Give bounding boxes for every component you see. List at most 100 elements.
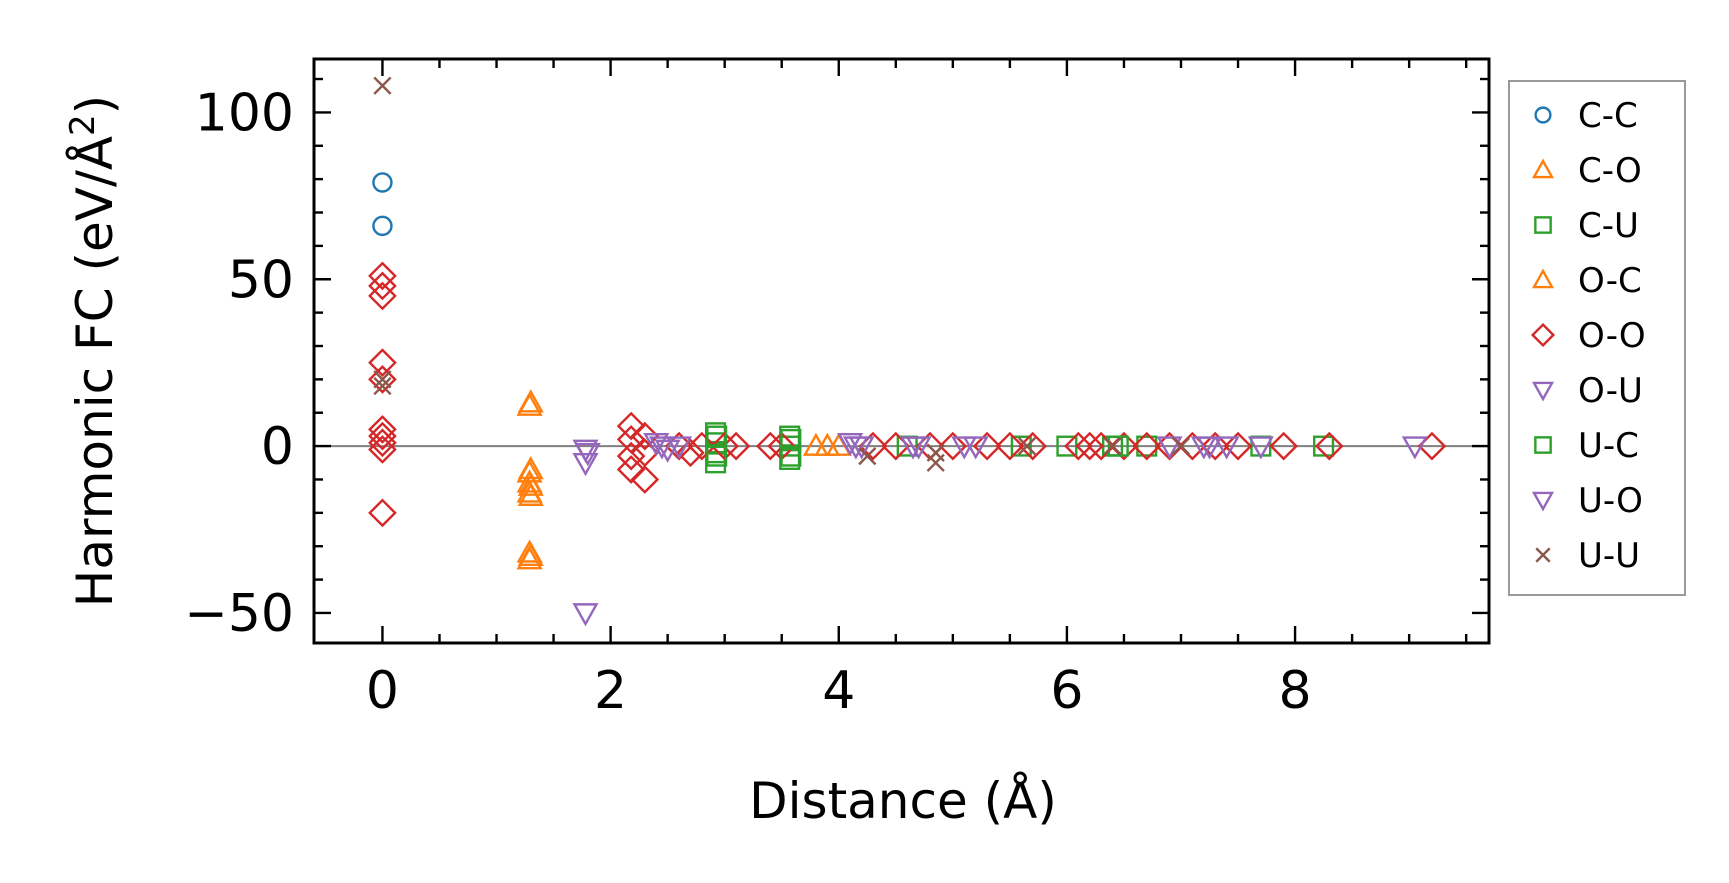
data-point-o-o	[721, 431, 751, 461]
legend-label-c-o: C-O	[1578, 151, 1642, 191]
legend-label-u-u: U-U	[1578, 536, 1640, 576]
data-point-o-u	[654, 439, 681, 463]
legend-marker-o-c	[1531, 268, 1555, 289]
data-point-o-o	[368, 415, 397, 444]
data-point-o-o	[687, 431, 717, 461]
data-point-o-o	[1063, 431, 1093, 461]
data-point-c-u	[1313, 435, 1335, 457]
data-point-u-u	[373, 376, 392, 396]
data-point-u-c	[780, 445, 802, 467]
data-point-o-c	[517, 542, 544, 567]
legend-label-c-u: C-U	[1578, 206, 1639, 246]
legend-marker-u-c	[1534, 436, 1552, 454]
data-point-u-c	[1107, 435, 1129, 457]
data-point-o-o	[368, 261, 397, 291]
data-point-o-c	[517, 389, 544, 413]
legend-label-o-u: O-U	[1578, 371, 1643, 411]
data-point-o-o	[616, 425, 646, 454]
data-point-o-u	[837, 432, 864, 457]
data-point-o-o	[368, 281, 397, 311]
data-point-c-u	[1010, 435, 1032, 457]
data-point-u-o	[574, 443, 601, 467]
legend-marker-u-u	[1535, 547, 1551, 563]
data-point-o-u	[643, 432, 670, 457]
data-point-o-o	[1223, 431, 1253, 461]
data-point-u-u	[926, 453, 945, 472]
data-point-u-o	[899, 436, 926, 460]
legend-marker-c-u	[1534, 216, 1552, 234]
data-point-o-u	[572, 603, 599, 627]
data-point-o-u	[1247, 436, 1274, 460]
legend-label-o-c: O-C	[1578, 261, 1642, 301]
data-point-o-o	[368, 428, 397, 458]
x-tick-label: 0	[366, 661, 399, 721]
tick-labels-layer: 0 2 4 6 8 −50 0 50 100	[184, 83, 1311, 721]
legend-marker-c-o	[1531, 158, 1555, 179]
data-point-u-u	[858, 447, 877, 466]
data-point-u-u	[1171, 437, 1191, 456]
data-point-u-o	[842, 436, 869, 460]
legend-marker-o-o	[1530, 322, 1556, 348]
data-point-o-u	[1401, 436, 1428, 460]
data-point-u-c	[706, 425, 728, 447]
data-point-o-o	[710, 431, 740, 461]
legend: C-C C-O C-U O-C O-O O-U U-C U-O U-U	[1508, 80, 1686, 596]
data-point-o-o	[938, 431, 968, 461]
data-point-o-o	[972, 431, 1002, 461]
data-point-o-u	[665, 436, 693, 460]
data-point-c-c	[372, 172, 393, 193]
data-point-u-o	[951, 436, 978, 460]
data-point-o-o	[368, 271, 397, 301]
data-point-o-o	[368, 435, 397, 464]
data-point-o-c	[517, 456, 544, 480]
data-point-u-o	[1196, 436, 1223, 460]
data-point-o-o	[755, 431, 785, 461]
x-tick-label: 2	[594, 661, 627, 721]
x-axis-label: Distance (Å)	[749, 772, 1057, 830]
data-point-o-o	[616, 455, 646, 484]
data-point-o-o	[616, 441, 646, 471]
data-point-o-o	[630, 465, 660, 494]
legend-label-u-c: U-C	[1578, 426, 1639, 466]
y-tick-label: 50	[228, 250, 294, 310]
plot-area-frame	[312, 57, 1491, 645]
y-tick-label: −50	[184, 584, 294, 644]
points-layer	[368, 76, 1447, 627]
data-point-u-o	[648, 436, 675, 460]
x-tick-label: 8	[1279, 661, 1312, 721]
data-point-o-o	[995, 431, 1025, 461]
data-point-o-o	[616, 411, 646, 441]
data-point-o-o	[1269, 431, 1299, 461]
data-point-u-u	[1017, 437, 1037, 456]
data-point-o-o	[1314, 431, 1344, 461]
y-axis-label-tail: )	[66, 95, 124, 115]
data-point-c-c	[372, 215, 393, 237]
data-point-o-u	[572, 453, 599, 477]
legend-frame	[1508, 80, 1686, 596]
data-point-u-u	[373, 76, 392, 95]
data-point-o-u	[1213, 436, 1240, 460]
data-point-o-o	[1075, 431, 1105, 461]
legend-label-c-c: C-C	[1578, 96, 1638, 136]
data-point-o-o	[368, 498, 397, 528]
data-point-o-o	[368, 365, 397, 394]
data-point-o-o	[368, 348, 397, 378]
data-point-o-o	[676, 438, 705, 468]
legend-label-o-o: O-O	[1578, 316, 1646, 356]
legend-label-u-o: U-O	[1578, 481, 1643, 521]
legend-marker-o-u	[1531, 381, 1555, 402]
y-axis-label-sup: 2	[63, 114, 103, 136]
x-tick-label: 4	[822, 661, 855, 721]
data-point-u-u	[373, 370, 392, 389]
data-point-o-o	[368, 421, 397, 451]
legend-marker-c-c	[1534, 106, 1552, 124]
y-axis-label-main: Harmonic FC (eV/Å	[66, 136, 124, 607]
data-point-o-c	[814, 432, 841, 456]
y-axis-label: Harmonic FC (eV/Å2)	[63, 95, 124, 607]
data-point-o-o	[630, 421, 660, 451]
x-tick-label: 6	[1050, 661, 1083, 721]
y-tick-label: 100	[195, 83, 294, 143]
data-point-o-o	[1200, 431, 1230, 461]
ticks-layer	[314, 59, 1489, 643]
